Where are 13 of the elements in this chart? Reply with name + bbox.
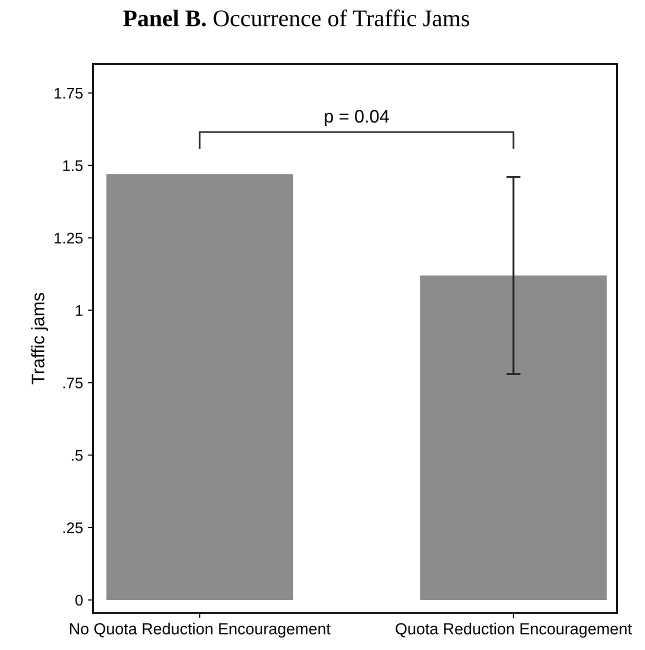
y-tick-label: 1.25 <box>54 232 83 244</box>
annotation: p = 0.04 <box>324 110 389 126</box>
y-tick-label: 0 <box>75 594 83 606</box>
y-tick-label: .75 <box>63 378 83 388</box>
y-axis-title: Traffic jams <box>31 293 48 384</box>
x-tick-label: Quota Reduction Encouragement <box>396 622 632 638</box>
y-tick-label: 1.75 <box>54 88 83 99</box>
y-tick-label: .25 <box>63 522 83 534</box>
y-tick-label: .5 <box>72 450 83 461</box>
y-tick-label: 1.5 <box>63 160 83 172</box>
x-tick-label: No Quota Reduction Encouragement <box>70 622 331 638</box>
y-tick-label: 1 <box>76 305 83 316</box>
chart-title: Panel B. Occurrence of Traffic Jams <box>123 10 470 26</box>
